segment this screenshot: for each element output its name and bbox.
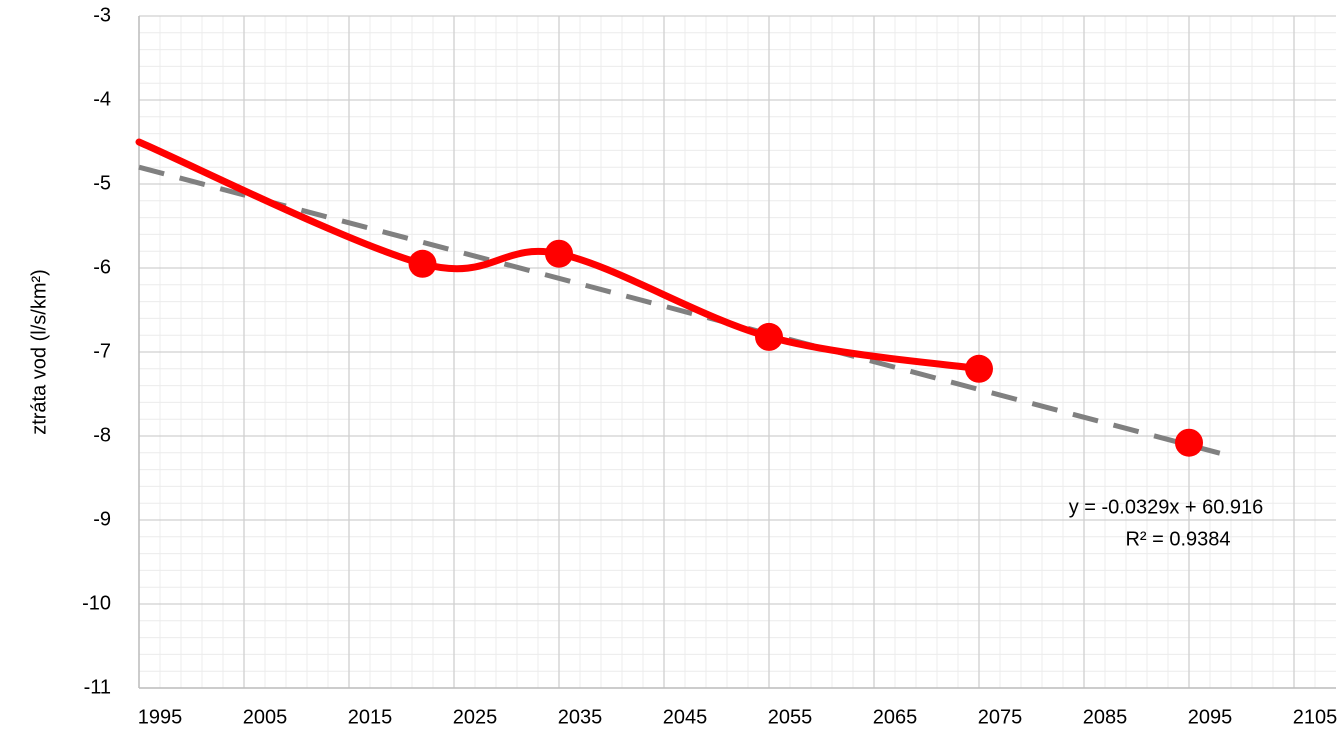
x-tick-label: 2005	[243, 706, 288, 728]
y-tick-label: -10	[82, 592, 111, 614]
x-tick-label: 2035	[558, 706, 603, 728]
grid	[138, 15, 1336, 689]
x-tick-label: 2045	[663, 706, 708, 728]
data-point	[1175, 428, 1203, 457]
x-tick-label: 2075	[978, 706, 1023, 728]
x-tick-label: 2055	[768, 706, 813, 728]
x-tick-label: 2105	[1293, 706, 1337, 728]
y-tick-label: -4	[93, 88, 111, 110]
trend-line	[138, 164, 1232, 459]
x-tick-label: 2065	[873, 706, 918, 728]
y-tick-label: -7	[93, 340, 111, 362]
y-tick-label: -9	[93, 508, 111, 530]
trend-equation: y = -0.0329x + 60.916	[1069, 496, 1264, 518]
y-axis-label: ztráta vod (l/s/km²)	[28, 269, 50, 435]
x-tick-label: 2015	[348, 706, 393, 728]
data-point	[408, 249, 437, 278]
x-tick-label: 2095	[1188, 706, 1233, 728]
trend-r2: R² = 0.9384	[1125, 528, 1230, 550]
data-point	[545, 239, 573, 268]
y-tick-label: -6	[93, 256, 111, 278]
data-point	[965, 354, 993, 383]
x-tick-label: 2025	[453, 706, 498, 728]
y-tick-label: -3	[93, 4, 111, 26]
x-tick-label: 1995	[138, 706, 183, 728]
y-tick-label: -5	[93, 172, 111, 194]
y-tick-label: -11	[84, 676, 111, 698]
data-point	[755, 322, 783, 351]
y-tick-label: -8	[93, 424, 111, 446]
x-tick-label: 2085	[1083, 706, 1128, 728]
